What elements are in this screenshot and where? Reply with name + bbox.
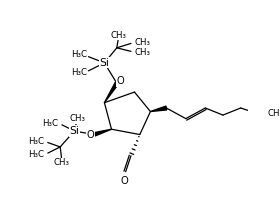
- Polygon shape: [93, 129, 111, 136]
- Polygon shape: [104, 82, 118, 103]
- Text: CH₃: CH₃: [54, 158, 70, 167]
- Text: CH₃: CH₃: [134, 48, 150, 57]
- Text: H₃C: H₃C: [71, 50, 87, 59]
- Text: H₃C: H₃C: [28, 149, 44, 159]
- Text: O: O: [120, 176, 128, 186]
- Text: H₃C: H₃C: [42, 119, 59, 129]
- Text: CH₃: CH₃: [267, 109, 280, 118]
- Polygon shape: [150, 106, 167, 111]
- Text: Si: Si: [69, 126, 79, 136]
- Text: CH₃: CH₃: [70, 114, 86, 123]
- Text: O: O: [116, 76, 124, 86]
- Text: CH₃: CH₃: [111, 31, 127, 40]
- Text: CH₃: CH₃: [134, 38, 150, 47]
- Text: H₃C: H₃C: [71, 68, 87, 77]
- Text: H₃C: H₃C: [28, 137, 44, 146]
- Text: Si: Si: [99, 58, 109, 68]
- Text: O: O: [87, 130, 94, 140]
